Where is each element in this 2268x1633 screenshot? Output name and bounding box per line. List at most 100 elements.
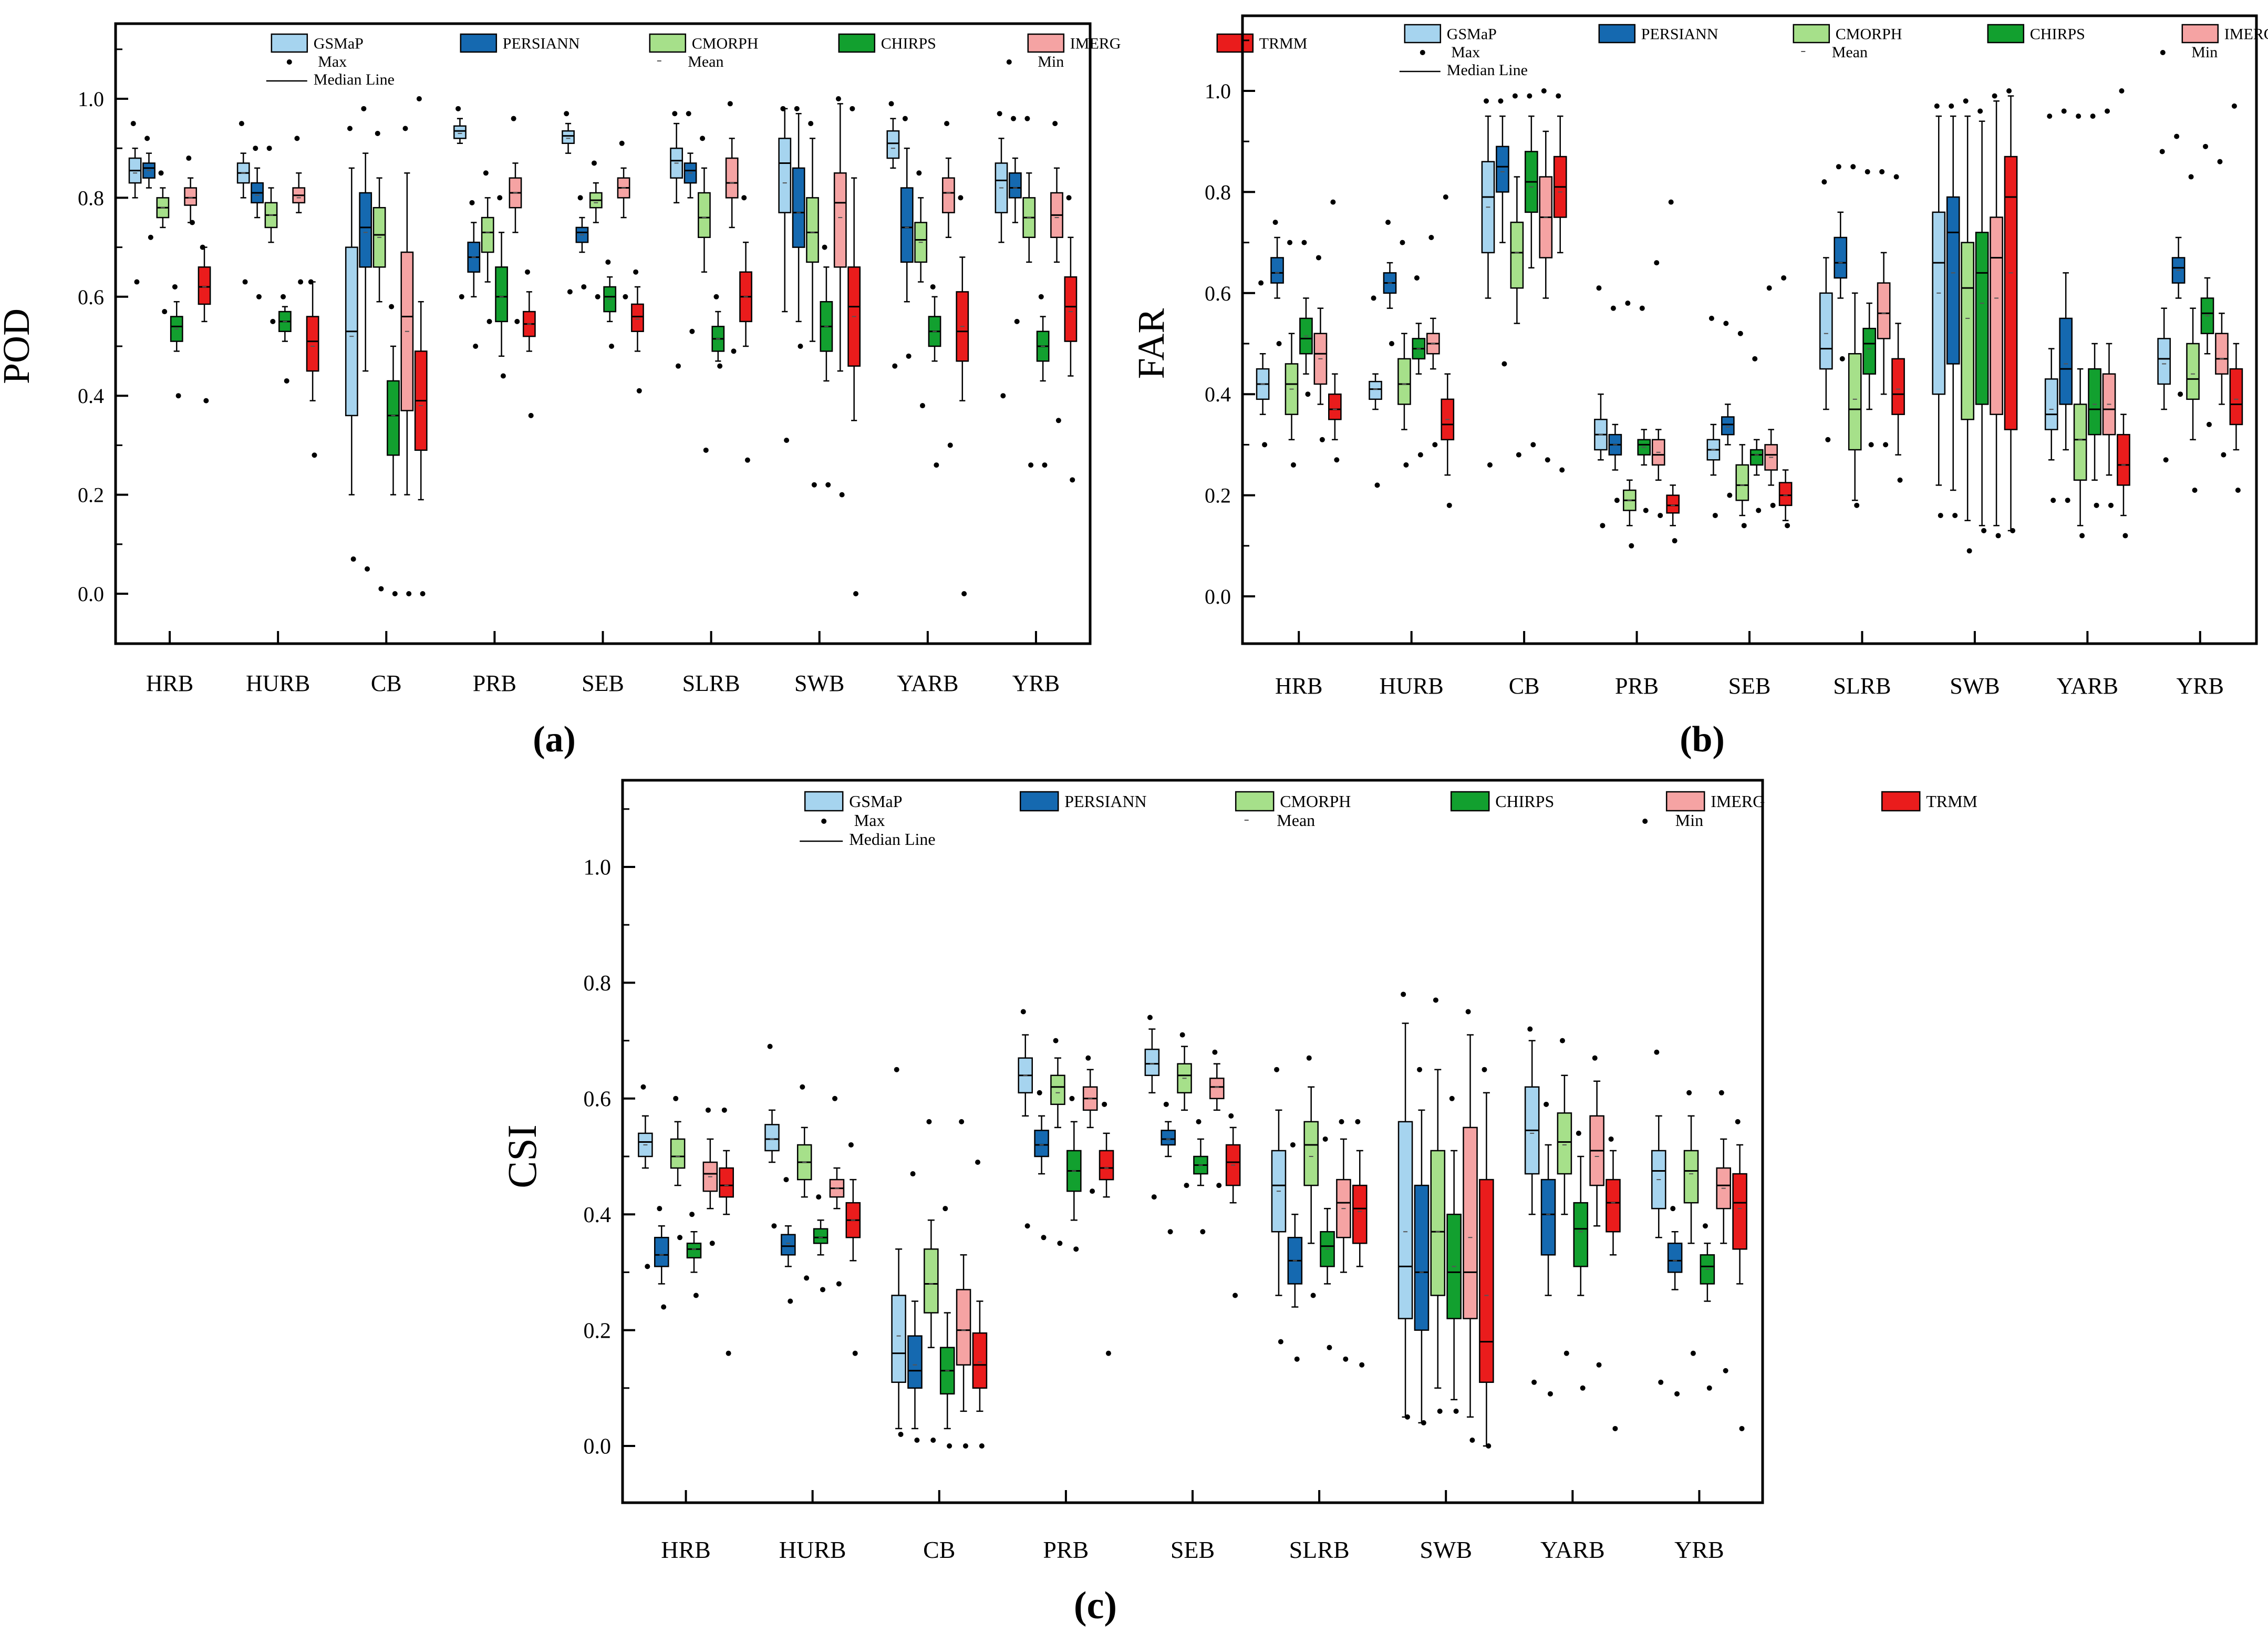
max-point	[619, 140, 625, 146]
x-category-label: YARB	[2057, 673, 2118, 699]
max-point	[1893, 174, 1899, 180]
max-point	[975, 1160, 981, 1165]
max-point	[1037, 1090, 1042, 1095]
box-imerg-yarb	[942, 121, 955, 448]
max-point	[944, 121, 950, 127]
box-chirps-prb	[495, 195, 508, 379]
box-iqr	[2117, 433, 2130, 486]
min-point	[636, 388, 642, 394]
box-cmorph-seb	[589, 160, 603, 299]
max-point	[172, 284, 178, 290]
legend-swatch-imerg	[1027, 33, 1065, 53]
box-cmorph-slrb	[698, 136, 711, 453]
x-category-label: HRB	[146, 670, 193, 696]
legend-stat-label: Min	[1675, 811, 1703, 830]
box-imerg-cb	[1539, 88, 1553, 463]
box-iqr	[781, 1234, 796, 1256]
min-point	[1547, 1391, 1553, 1397]
box-iqr	[778, 138, 792, 213]
box-persiann-prb	[1034, 1090, 1049, 1241]
box-iqr	[495, 266, 508, 323]
box-chirps-yarb	[928, 284, 941, 468]
box-cmorph-prb	[1050, 1038, 1065, 1246]
min-point	[378, 586, 384, 592]
legend-marker-dot	[1420, 50, 1425, 55]
box-iqr	[1877, 282, 1891, 339]
box-persiann-hurb	[1383, 220, 1397, 346]
y-tick-label: 0.8	[78, 186, 104, 210]
box-cmorph-seb	[1735, 330, 1749, 529]
x-category-label: YARB	[897, 670, 958, 696]
min-point	[2221, 452, 2226, 458]
box-imerg-hurb	[1426, 234, 1440, 448]
box-trmm-yrb	[1732, 1119, 1747, 1431]
min-point	[1151, 1194, 1157, 1200]
legend-marker-dot	[2160, 50, 2166, 55]
legend-marker-dot	[1006, 59, 1012, 65]
legend-label-cmorph: CMORPH	[1280, 792, 1351, 811]
box-trmm-swb	[2004, 88, 2018, 533]
max-point	[1498, 98, 1504, 104]
x-category-label: PRB	[473, 670, 516, 696]
box-imerg-seb	[1209, 1049, 1225, 1188]
x-category-label: SLRB	[682, 670, 740, 696]
min-point	[473, 344, 479, 349]
box-chirps-swb	[1446, 1095, 1462, 1414]
min-point	[1404, 1414, 1410, 1420]
box-imerg-slrb	[1877, 169, 1891, 448]
max-point	[633, 269, 639, 275]
box-iqr	[1369, 380, 1382, 400]
box-trmm-slrb	[1891, 174, 1905, 483]
y-tick-label: 0.0	[584, 1435, 612, 1459]
box-gsmap-seb	[562, 111, 575, 295]
max-point	[1512, 93, 1518, 99]
box-cmorph-swb	[806, 121, 819, 488]
box-iqr	[956, 1289, 971, 1366]
min-point	[1690, 1350, 1696, 1356]
box-chirps-yrb	[2200, 143, 2214, 427]
max-point	[1879, 169, 1885, 174]
box-persiann-seb	[1721, 321, 1735, 498]
legend-label-trmm: TRMM	[1926, 792, 1977, 811]
max-point	[1544, 1101, 1549, 1107]
y-tick-label: 0.4	[78, 384, 104, 408]
box-imerg-prb	[509, 116, 522, 324]
min-point	[312, 452, 317, 458]
max-point	[943, 1206, 948, 1212]
max-point	[888, 101, 894, 107]
max-point	[822, 244, 827, 250]
box-iqr	[1034, 1130, 1049, 1157]
box-iqr	[1397, 358, 1411, 405]
box-chirps-hrb	[170, 284, 183, 399]
min-point	[1469, 1437, 1475, 1443]
min-point	[811, 482, 817, 488]
max-point	[525, 269, 531, 275]
max-point	[721, 1107, 727, 1113]
box-iqr	[1819, 292, 1833, 370]
max-point	[2006, 88, 2012, 94]
max-point	[577, 195, 583, 201]
legend-stat-label: Median Line	[314, 71, 395, 88]
max-point	[705, 1107, 711, 1113]
max-point	[564, 111, 569, 117]
box-gsmap-cb	[345, 126, 358, 562]
box-cmorph-prb	[481, 170, 494, 324]
x-category-label: SEB	[1171, 1536, 1215, 1563]
legend-swatch-gsmap	[804, 791, 844, 812]
box-iqr	[306, 316, 319, 372]
min-point	[1105, 1350, 1111, 1356]
box-iqr	[1303, 1121, 1319, 1186]
min-point	[1516, 452, 1521, 458]
max-point	[808, 121, 814, 127]
box-chirps-hrb	[1299, 240, 1313, 397]
min-point	[459, 294, 464, 299]
max-point	[1484, 98, 1489, 104]
min-point	[203, 398, 209, 404]
min-point	[1612, 1425, 1618, 1431]
max-point	[1592, 1055, 1598, 1061]
max-point	[1301, 240, 1307, 245]
max-point	[1053, 1038, 1059, 1043]
min-point	[1486, 1443, 1492, 1449]
x-category-label: YARB	[1540, 1536, 1605, 1563]
box-imerg-yrb	[2215, 159, 2229, 458]
